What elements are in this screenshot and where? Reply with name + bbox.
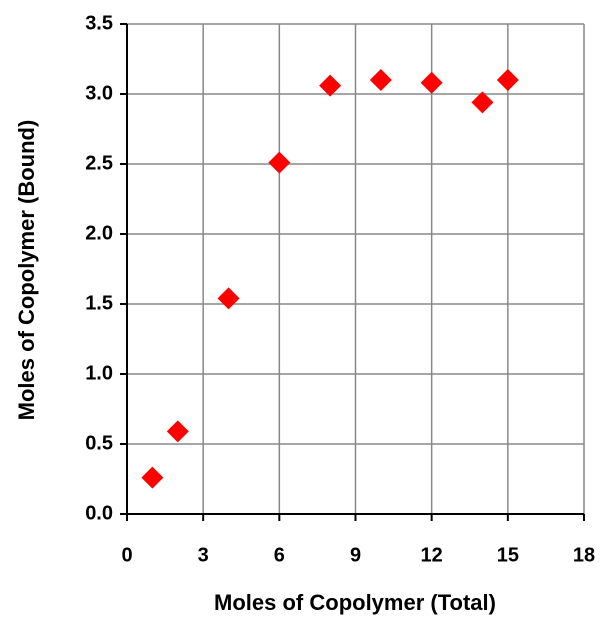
y-tick-label: 0.0 <box>85 502 113 524</box>
x-tick-label: 9 <box>350 544 361 566</box>
y-tick-label: 1.5 <box>85 292 113 314</box>
y-tick-label: 2.5 <box>85 152 113 174</box>
data-point <box>369 69 392 91</box>
data-point <box>166 420 189 443</box>
y-tick-label: 3.5 <box>85 12 113 34</box>
y-tick-label: 3.0 <box>85 82 113 104</box>
y-tick-label: 1.0 <box>85 362 113 384</box>
data-point <box>496 69 519 91</box>
y-tick-label: 0.5 <box>85 432 113 454</box>
data-point <box>268 151 291 174</box>
data-point <box>217 287 240 310</box>
data-point <box>420 71 443 94</box>
x-tick-label: 3 <box>198 544 209 566</box>
data-point <box>319 74 342 97</box>
x-axis-title: Moles of Copolymer (Total) <box>214 590 496 615</box>
data-point <box>471 91 494 114</box>
y-tick-label: 2.0 <box>85 222 113 244</box>
data-point <box>141 466 164 489</box>
x-tick-label: 6 <box>274 544 285 566</box>
x-tick-label: 15 <box>497 544 519 566</box>
x-tick-label: 12 <box>421 544 443 566</box>
y-axis-title: Moles of Copolymer (Bound) <box>14 120 39 421</box>
x-tick-label: 18 <box>573 544 595 566</box>
x-tick-label: 0 <box>121 544 132 566</box>
